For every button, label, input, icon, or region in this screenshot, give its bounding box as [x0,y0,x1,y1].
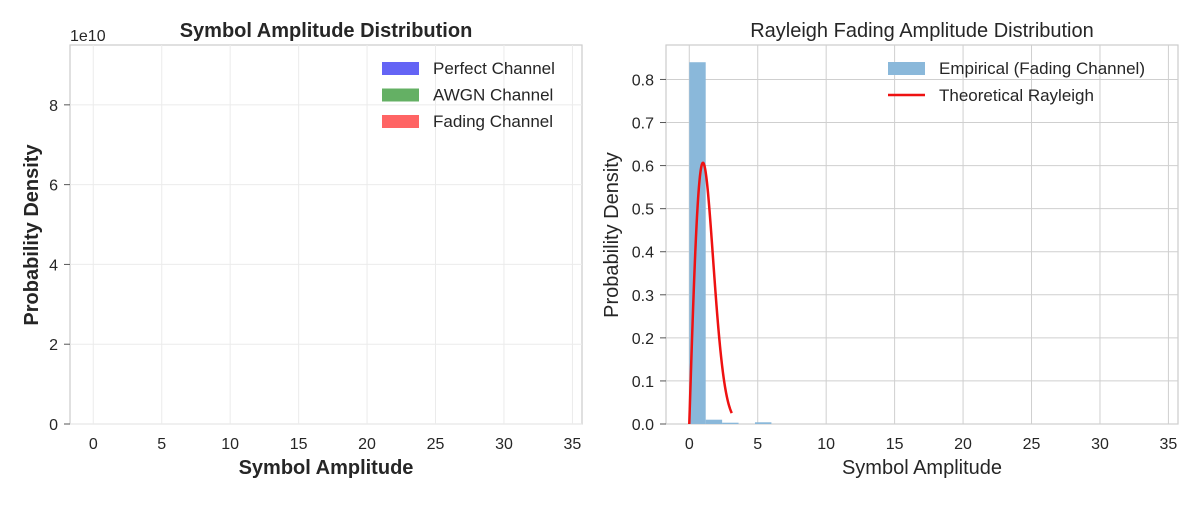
right-x-tick-label: 10 [817,436,835,453]
right-x-tick-label: 5 [753,436,762,453]
right-x-tick-label: 35 [1160,436,1178,453]
right-plot-area [665,44,1179,425]
left-legend-swatch [382,62,419,75]
right-y-tick-label: 0.4 [632,245,654,262]
left-legend-swatch [382,115,419,128]
left-x-tick-label: 5 [157,436,166,453]
left-x-tick-label: 25 [427,436,445,453]
left-legend-swatch [382,88,419,102]
left-y-ticks: 0 2 4 6 8 [49,98,70,434]
left-legend-label: Fading Channel [433,112,553,131]
left-x-ticks: 0 5 10 15 20 25 30 35 [89,436,582,453]
right-y-axis-label: Probability Density [601,152,623,318]
left-y-axis-label: Probability Density [21,144,43,326]
right-y-tick-label: 0.0 [632,417,654,434]
right-histogram-bar [705,419,723,424]
right-x-tick-label: 30 [1091,436,1109,453]
left-y-tick-label: 0 [49,417,58,434]
right-x-tick-label: 0 [685,436,694,453]
rayleigh-line [688,161,733,425]
right-y-tick-label: 0.8 [632,72,654,89]
left-x-tick-label: 15 [290,436,308,453]
right-x-axis-label: Symbol Amplitude [842,457,1002,479]
right-x-ticks: 0 5 10 15 20 25 30 35 [685,436,1178,453]
left-legend: Perfect Channel AWGN Channel Fading Channe… [382,59,555,131]
right-legend: Empirical (Fading Channel) Theoretical Ra… [888,59,1145,105]
left-x-tick-label: 10 [221,436,239,453]
left-y-tick-label: 6 [49,178,58,195]
left-y-tick-label: 2 [49,337,58,354]
left-gridlines [70,45,582,425]
left-x-axis-label: Symbol Amplitude [239,457,414,479]
left-y-tick-label: 4 [49,257,58,274]
right-x-tick-label: 20 [954,436,972,453]
right-y-tick-label: 0.1 [632,374,654,391]
right-y-ticks: 0.0 0.1 0.2 0.3 0.4 0.5 0.6 0.7 0.8 [632,72,666,434]
right-y-tick-label: 0.7 [632,116,654,133]
left-x-tick-label: 30 [495,436,513,453]
right-legend-swatch-empirical [888,62,925,75]
left-chart-title: Symbol Amplitude Distribution [180,20,473,42]
right-histogram-bar [754,422,772,424]
right-legend-label: Empirical (Fading Channel) [939,59,1145,78]
right-histogram-bar [722,422,739,424]
right-y-tick-label: 0.6 [632,159,654,176]
right-x-tick-label: 25 [1023,436,1041,453]
left-legend-label: Perfect Channel [433,59,555,78]
right-y-tick-label: 0.3 [632,288,654,305]
left-subplot: 0 5 10 15 20 25 30 35 0 2 4 6 8 Symbol Amplitude Di… [21,20,583,479]
right-legend-label: Theoretical Rayleigh [939,86,1094,105]
left-y-offset-text: 1e10 [70,28,106,45]
left-x-tick-label: 0 [89,436,98,453]
left-x-tick-label: 20 [358,436,376,453]
right-subplot: 0 5 10 15 20 25 30 35 0.00.10.20.30.40.50.60.70… [601,20,1179,479]
right-y-tick-label: 0.2 [632,331,654,348]
right-y-tick-label: 0.5 [632,202,654,219]
left-x-tick-label: 35 [564,436,582,453]
left-y-tick-label: 8 [49,98,58,115]
right-rayleigh-curve [688,161,733,425]
right-x-tick-label: 15 [886,436,904,453]
right-chart-title: Rayleigh Fading Amplitude Distribution [750,20,1094,42]
left-plot-area [69,44,583,425]
left-legend-label: AWGN Channel [433,86,553,105]
